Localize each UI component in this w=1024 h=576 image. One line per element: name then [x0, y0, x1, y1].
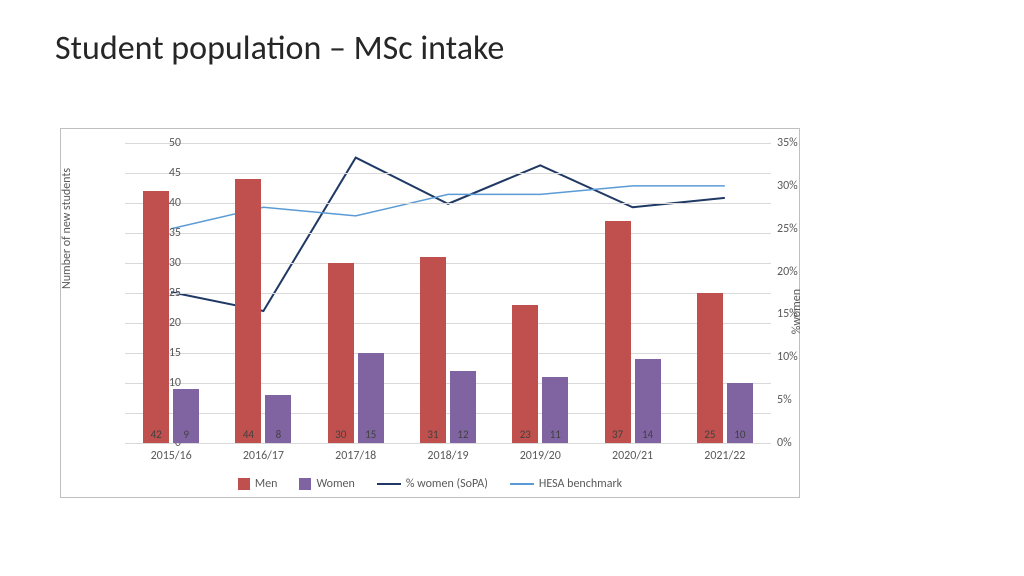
grid-line: [125, 323, 771, 324]
bar-women: 11: [542, 377, 568, 443]
ytick-right: 25%: [777, 222, 827, 236]
x-category-label: 2015/16: [131, 449, 211, 463]
legend-item: HESA benchmark: [510, 477, 622, 491]
ytick-right: 5%: [777, 393, 827, 407]
bar-women: 8: [265, 395, 291, 443]
bar-men: 25: [697, 293, 723, 443]
grid-line: [125, 383, 771, 384]
bar-women: 15: [358, 353, 384, 443]
bar-women: 14: [635, 359, 661, 443]
legend-label: HESA benchmark: [539, 477, 622, 491]
grid-line: [125, 263, 771, 264]
bar-value-label: 9: [173, 428, 199, 441]
legend-item: % women (SoPA): [377, 477, 488, 491]
bar-men: 44: [235, 179, 261, 443]
bar-value-label: 15: [358, 428, 384, 441]
bar-value-label: 12: [450, 428, 476, 441]
bar-value-label: 8: [265, 428, 291, 441]
ytick-right: 35%: [777, 136, 827, 150]
bar-value-label: 42: [143, 428, 169, 441]
ytick-right: 15%: [777, 307, 827, 321]
bar-men: 23: [512, 305, 538, 443]
grid-line: [125, 413, 771, 414]
legend-label: Women: [316, 477, 354, 491]
x-category-label: 2019/20: [500, 449, 580, 463]
x-category-label: 2016/17: [223, 449, 303, 463]
ytick-left: 50: [131, 136, 181, 150]
bar-value-label: 11: [542, 428, 568, 441]
legend-swatch: [238, 478, 250, 490]
bar-value-label: 44: [235, 428, 261, 441]
bar-value-label: 30: [328, 428, 354, 441]
grid-line: [125, 173, 771, 174]
bar-value-label: 10: [727, 428, 753, 441]
grid-line: [125, 233, 771, 234]
bar-value-label: 14: [635, 428, 661, 441]
grid-line: [125, 443, 771, 444]
ytick-right: 30%: [777, 179, 827, 193]
bar-value-label: 25: [697, 428, 723, 441]
ytick-right: 10%: [777, 350, 827, 364]
grid-line: [125, 293, 771, 294]
bar-women: 9: [173, 389, 199, 443]
bar-women: 12: [450, 371, 476, 443]
plot-area: 051015202530354045500%5%10%15%20%25%30%3…: [125, 143, 771, 443]
bar-men: 37: [605, 221, 631, 443]
legend-label: Men: [255, 477, 278, 491]
bar-value-label: 37: [605, 428, 631, 441]
ytick-right: 20%: [777, 265, 827, 279]
x-category-label: 2018/19: [408, 449, 488, 463]
bar-value-label: 31: [420, 428, 446, 441]
legend-line-swatch: [510, 483, 534, 485]
slide-title: Student population – MSc intake: [55, 28, 504, 69]
y-axis-left-title: Number of new students: [60, 168, 74, 289]
legend-label: % women (SoPA): [406, 477, 488, 491]
ytick-right: 0%: [777, 436, 827, 450]
legend-item: Men: [238, 477, 278, 491]
chart-container: Number of new students %women 0510152025…: [60, 128, 800, 498]
grid-line: [125, 143, 771, 144]
ytick-left: 45: [131, 166, 181, 180]
bar-women: 10: [727, 383, 753, 443]
legend-item: Women: [299, 477, 354, 491]
x-category-label: 2021/22: [685, 449, 765, 463]
bar-value-label: 23: [512, 428, 538, 441]
legend-line-swatch: [377, 483, 401, 485]
bar-men: 30: [328, 263, 354, 443]
bar-men: 42: [143, 191, 169, 443]
bar-men: 31: [420, 257, 446, 443]
grid-line: [125, 203, 771, 204]
x-category-label: 2020/21: [593, 449, 673, 463]
x-category-label: 2017/18: [316, 449, 396, 463]
grid-line: [125, 353, 771, 354]
legend-swatch: [299, 478, 311, 490]
legend: Men Women % women (SoPA) HESA benchmark: [61, 477, 799, 491]
